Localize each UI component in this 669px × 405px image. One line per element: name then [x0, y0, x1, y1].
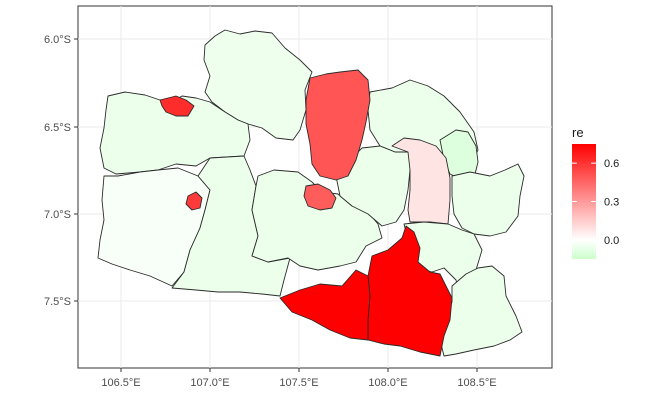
region-purwakarta-subang	[305, 69, 371, 181]
region-sumedang	[335, 145, 411, 227]
legend: re 0.6 0.3 0.0	[572, 125, 619, 259]
region-sukabumi-city	[185, 191, 203, 211]
x-tick-label: 107.0°E	[190, 377, 229, 389]
y-tick-labels: 6.0°S 6.5°S 7.0°S 7.5°S	[44, 34, 71, 308]
x-tick-label: 108.0°E	[368, 377, 407, 389]
axis-ticks	[74, 38, 478, 372]
region-garut-south-coast	[279, 269, 371, 341]
y-tick-label: 7.5°S	[44, 296, 71, 308]
regions	[97, 29, 525, 357]
y-tick-label: 7.0°S	[44, 209, 71, 221]
legend-ticks: 0.6 0.3 0.0	[572, 158, 619, 247]
y-tick-label: 6.5°S	[44, 122, 71, 134]
legend-tick-label: 0.6	[604, 158, 619, 170]
x-tick-label: 107.5°E	[279, 377, 318, 389]
region-depok	[159, 95, 195, 117]
y-tick-label: 6.0°S	[44, 34, 71, 46]
region-kuningan	[451, 163, 525, 237]
legend-tick-label: 0.0	[604, 235, 619, 247]
x-tick-labels: 106.5°E 107.0°E 107.5°E 108.0°E 108.5°E	[101, 377, 496, 389]
region-bekasi-karawang-north	[203, 29, 313, 141]
legend-tick-label: 0.3	[604, 197, 619, 209]
region-bandung-city	[303, 183, 337, 211]
legend-title: re	[572, 125, 584, 140]
x-tick-label: 106.5°E	[101, 377, 140, 389]
x-tick-label: 108.5°E	[457, 377, 496, 389]
